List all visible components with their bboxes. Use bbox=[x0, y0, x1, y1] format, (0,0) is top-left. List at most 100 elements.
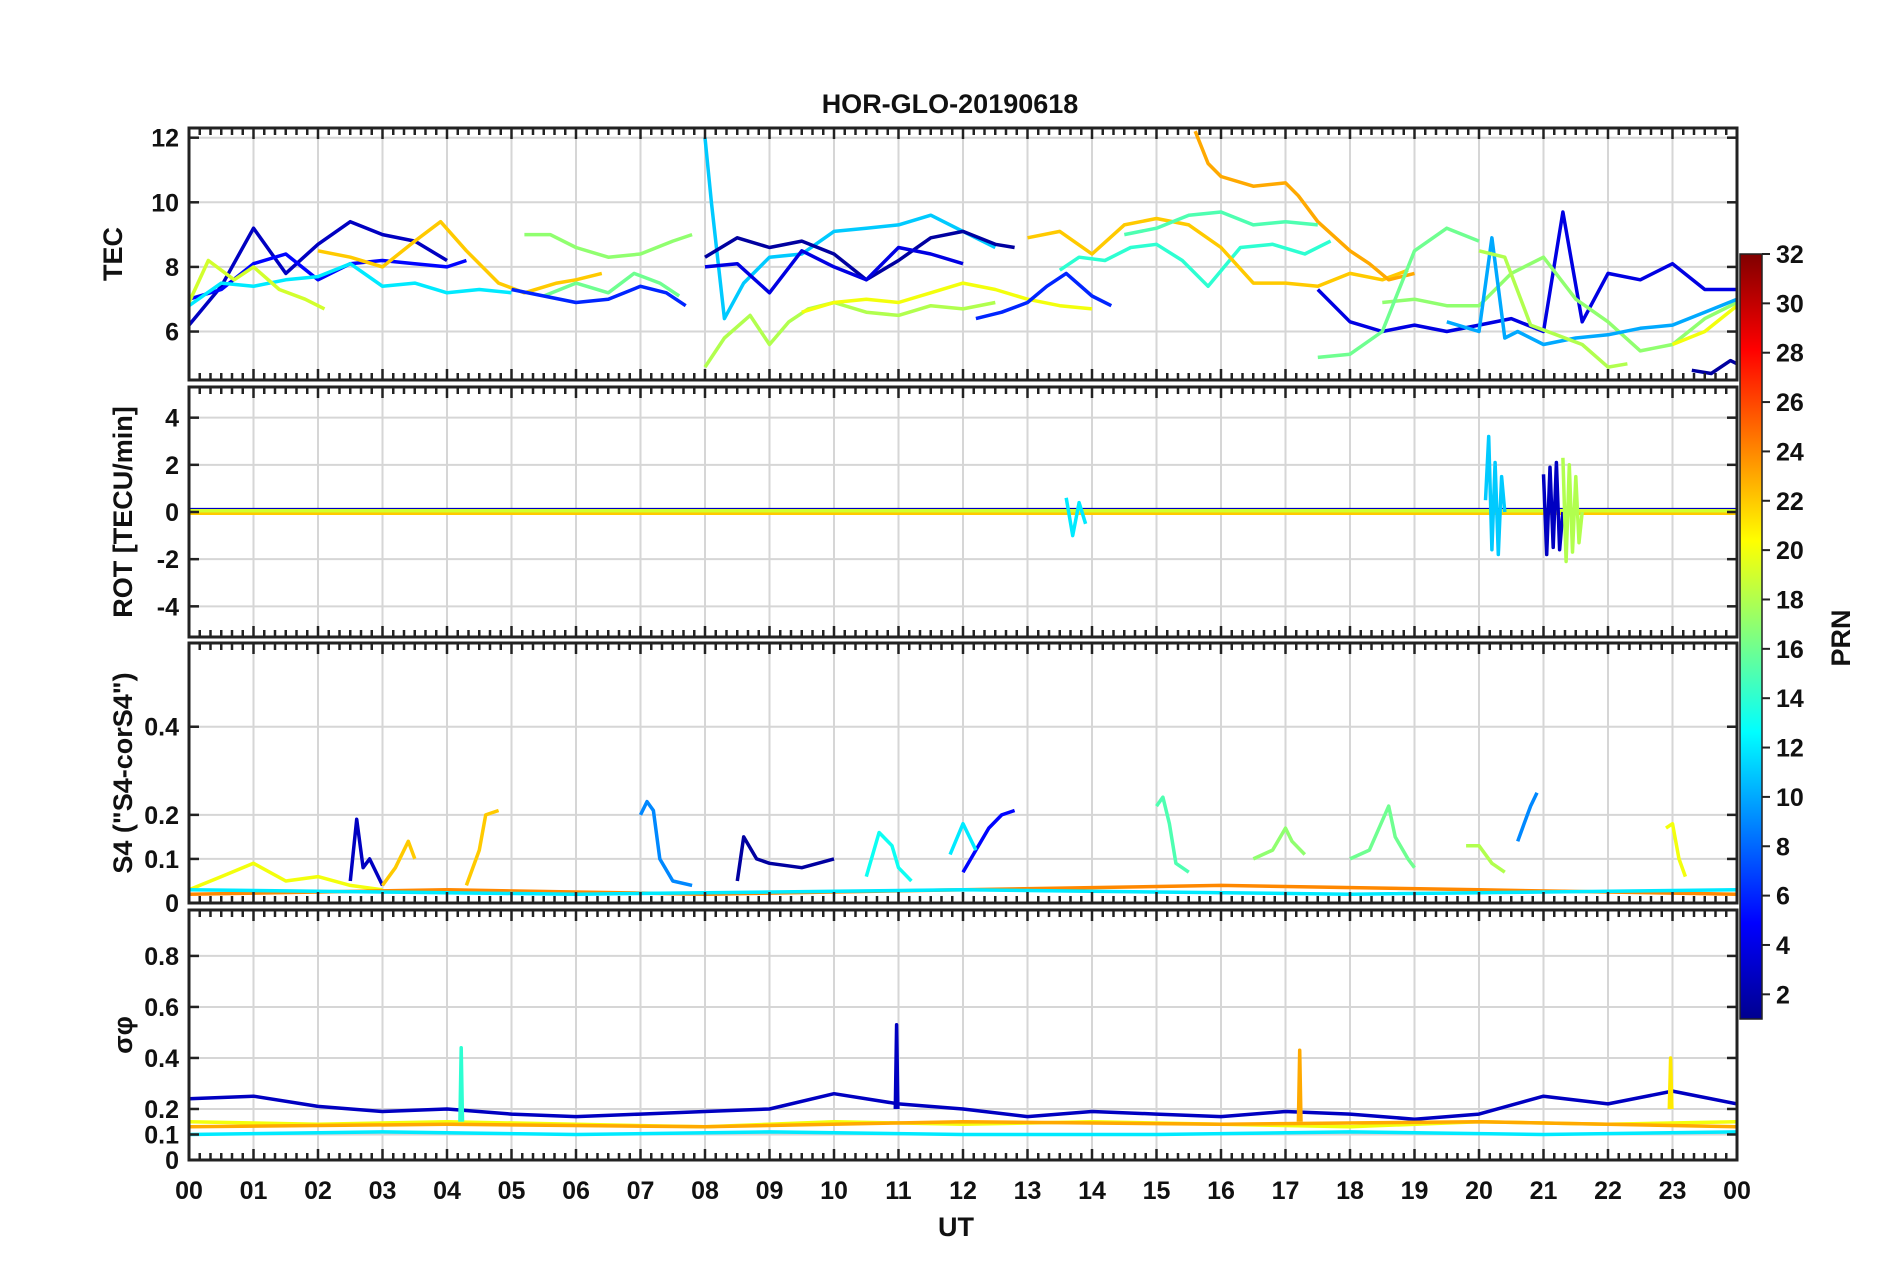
y-tick-label: 0 bbox=[165, 890, 179, 918]
y-tick-label: 2 bbox=[165, 452, 179, 480]
series-line-prn-22 bbox=[464, 808, 500, 887]
x-tick-label: 17 bbox=[1272, 1177, 1300, 1205]
y-tick-label: 0.6 bbox=[144, 994, 179, 1022]
panel-sigma-phi: 00.10.2 0.4 0.6 0.8 σφ bbox=[108, 908, 1739, 1175]
y-tick-label: 4 bbox=[165, 405, 179, 433]
colorbar-tick-label: 30 bbox=[1776, 290, 1804, 318]
y-tick-label: 0 bbox=[165, 1147, 179, 1175]
y-tick-label: 12 bbox=[151, 125, 179, 153]
y-axis-label: TEC bbox=[98, 227, 128, 281]
x-tick-label: 01 bbox=[240, 1177, 268, 1205]
colorbar-tick-label: 10 bbox=[1776, 784, 1804, 812]
x-axis-tick-labels: 00 01 02 03 04 05 06 07 08 09 10 11 12 13 14 15 16 17 18 19… bbox=[175, 1177, 1751, 1205]
series-line-prn-17 bbox=[1252, 826, 1307, 861]
series-group bbox=[189, 434, 1737, 564]
series-line-prn-20 bbox=[801, 281, 1093, 314]
series-line-prn-17 bbox=[524, 232, 693, 259]
x-tick-label: 10 bbox=[820, 1177, 848, 1205]
series-line-prn-5 bbox=[961, 808, 1016, 874]
y-tick-label: -4 bbox=[157, 593, 179, 621]
series-line-prn-19 bbox=[189, 258, 326, 311]
colorbar-tick-label: 22 bbox=[1776, 488, 1804, 516]
series-line-prn-15 bbox=[1155, 795, 1190, 874]
series-line-prn-15 bbox=[1123, 210, 1318, 237]
y-tick-label: 0.8 bbox=[144, 943, 179, 971]
series-line-prn-11 bbox=[1483, 434, 1507, 557]
series-line-prn-3 bbox=[1541, 460, 1565, 557]
x-tick-label: 13 bbox=[1014, 1177, 1042, 1205]
series-line-prn-9 bbox=[1516, 792, 1539, 842]
series-line-prn-22 bbox=[381, 839, 417, 887]
x-tick-label: 22 bbox=[1594, 1177, 1622, 1205]
y-tick-label: 6 bbox=[165, 319, 179, 347]
x-tick-label: 03 bbox=[369, 1177, 397, 1205]
x-tick-label: 14 bbox=[1078, 1177, 1106, 1205]
series-line-prn-14 bbox=[458, 1046, 465, 1122]
series-line-prn-23 bbox=[189, 1119, 1737, 1129]
series-line-prn-18 bbox=[1561, 457, 1584, 564]
y-axis-label: ROT [TECU/min] bbox=[108, 406, 138, 617]
x-tick-label: 00 bbox=[1723, 1177, 1751, 1205]
series-group bbox=[189, 1023, 1737, 1137]
series-line-prn-23 bbox=[1193, 130, 1415, 282]
series-line-prn-4 bbox=[704, 245, 964, 295]
x-tick-label: 16 bbox=[1207, 1177, 1235, 1205]
panel-rot: -4 -2 0 2 4 ROT [TECU/min] bbox=[108, 385, 1739, 639]
x-tick-label: 08 bbox=[691, 1177, 719, 1205]
series-line-prn-13 bbox=[864, 830, 913, 883]
x-tick-label: 15 bbox=[1143, 1177, 1171, 1205]
x-tick-label: 11 bbox=[885, 1177, 912, 1205]
colorbar-tick-label: 8 bbox=[1776, 833, 1790, 861]
x-tick-label: 02 bbox=[304, 1177, 332, 1205]
colorbar-tick-label: 4 bbox=[1776, 932, 1790, 960]
series-line-prn-3 bbox=[189, 219, 448, 327]
series-line-prn-12 bbox=[189, 261, 512, 308]
colorbar-tick-label: 18 bbox=[1776, 586, 1804, 614]
y-tick-label: 10 bbox=[151, 189, 179, 217]
colorbar-tick-label: 2 bbox=[1776, 981, 1790, 1009]
series-line-prn-16 bbox=[543, 271, 681, 298]
series-line-prn-6 bbox=[511, 284, 687, 308]
x-tick-label: 05 bbox=[498, 1177, 526, 1205]
series-group bbox=[189, 130, 1737, 376]
colorbar-tick-label: 16 bbox=[1776, 636, 1804, 664]
colorbar-tick-label: 14 bbox=[1776, 685, 1804, 713]
colorbar-tick-label: 12 bbox=[1776, 735, 1804, 763]
series-line-prn-6 bbox=[975, 271, 1113, 321]
y-tick-label: -2 bbox=[157, 546, 179, 574]
series-line-prn-22 bbox=[1027, 216, 1409, 289]
y-tick-label: 8 bbox=[165, 254, 179, 282]
series-line-prn-17 bbox=[1382, 255, 1737, 353]
y-axis-label: S4 ("S4-corS4") bbox=[108, 672, 138, 873]
series-line-prn-20 bbox=[1665, 821, 1688, 878]
series-line-prn-12 bbox=[948, 821, 978, 856]
x-tick-label: 06 bbox=[562, 1177, 590, 1205]
series-line-prn-3 bbox=[348, 817, 385, 887]
x-tick-label: 07 bbox=[627, 1177, 655, 1205]
y-tick-label: 0.2 bbox=[144, 1096, 179, 1124]
colorbar-tick-label: 26 bbox=[1776, 389, 1804, 417]
series-line-prn-20 bbox=[189, 861, 383, 892]
series-line-prn-3 bbox=[189, 1089, 1737, 1121]
x-tick-label: 21 bbox=[1530, 1177, 1558, 1205]
colorbar-tick-label: 20 bbox=[1776, 537, 1804, 565]
x-tick-label: 18 bbox=[1336, 1177, 1364, 1205]
series-line-prn-18 bbox=[1466, 843, 1506, 874]
colorbar-tick-label: 6 bbox=[1776, 883, 1790, 911]
y-tick-label: 0.4 bbox=[144, 714, 179, 742]
colorbar-tick-label: 28 bbox=[1776, 340, 1804, 368]
y-tick-label: 0.4 bbox=[144, 1045, 179, 1073]
colorbar-tick-label: 32 bbox=[1776, 241, 1804, 269]
series-line-prn-2 bbox=[735, 835, 835, 882]
figure-title: HOR-GLO-20190618 bbox=[822, 89, 1079, 119]
series-line-prn-12 bbox=[189, 1130, 1737, 1137]
x-tick-label: 04 bbox=[433, 1177, 461, 1205]
x-tick-label: 09 bbox=[756, 1177, 784, 1205]
series-line-prn-20 bbox=[1671, 304, 1737, 347]
series-line-prn-16 bbox=[1349, 804, 1416, 869]
panel-tec: 6 8 10 12 TEC bbox=[98, 125, 1739, 382]
